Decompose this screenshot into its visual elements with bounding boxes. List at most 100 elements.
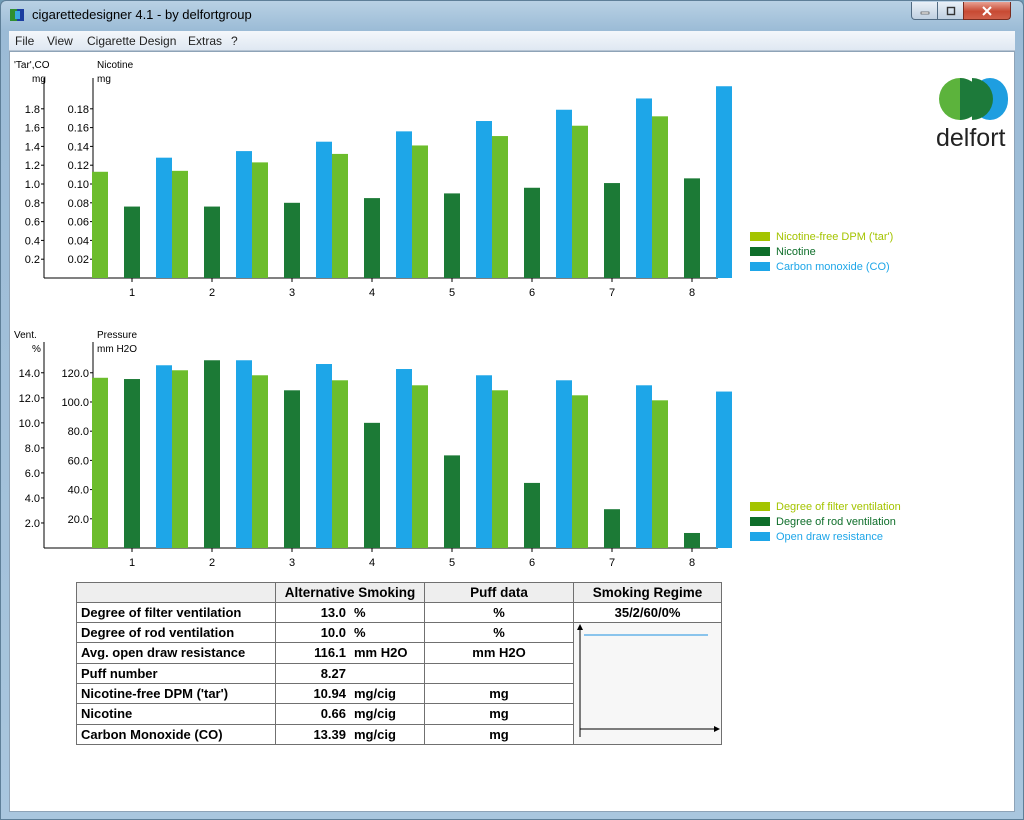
legend-label: Carbon monoxide (CO) — [776, 261, 890, 273]
chart-bar — [444, 455, 460, 548]
left-tick-label: 8.0 — [25, 443, 40, 455]
chart-bar — [604, 509, 620, 548]
row-value: 0.66 — [320, 706, 346, 722]
row-value-cell: 10.94 mg/cig — [275, 682, 425, 705]
chart-bar — [284, 202, 300, 278]
row-label: Nicotine — [76, 703, 276, 725]
chart-bar — [396, 369, 412, 548]
smoking-regime-graph — [573, 622, 722, 745]
row-value-cell: 13.39 mg/cig — [275, 723, 425, 746]
x-tick-label: 6 — [529, 287, 535, 299]
chart-bar — [572, 125, 588, 278]
chart-bar — [412, 385, 428, 548]
close-icon — [982, 5, 992, 16]
chart-bar — [236, 360, 252, 548]
maximize-button[interactable] — [937, 2, 964, 20]
maximize-icon — [946, 6, 955, 15]
chart-bar — [716, 86, 732, 278]
chart-bar — [204, 206, 220, 278]
row-unit: mg/cig — [354, 686, 396, 702]
chart-bar — [492, 136, 508, 278]
logo-text: delfort — [936, 124, 1006, 152]
left-tick-label: 12.0 — [19, 393, 40, 405]
chart-bar — [652, 400, 668, 548]
right-tick-label: 80.0 — [68, 426, 89, 438]
left-tick-label: 1.2 — [25, 160, 40, 172]
x-tick-label: 4 — [369, 557, 375, 569]
left-tick-label: 2.0 — [25, 518, 40, 530]
right-tick-label: 0.10 — [68, 179, 89, 191]
chart-bar — [476, 375, 492, 548]
legend-label: Degree of filter ventilation — [776, 501, 901, 513]
right-tick-label: 20.0 — [68, 514, 89, 526]
app-icon — [10, 9, 24, 21]
right-axis-label: Nicotine — [97, 60, 134, 71]
chart-bar — [636, 98, 652, 279]
x-tick-label: 5 — [449, 557, 455, 569]
row-value: 116.1 — [314, 645, 346, 661]
table-row: Nicotine 0.66 mg/cig mg — [76, 703, 722, 725]
x-tick-label: 2 — [209, 287, 215, 299]
row-value: 8.27 — [320, 665, 346, 681]
chart-bar — [252, 162, 268, 278]
chart-bar — [316, 364, 332, 548]
legend-label: Degree of rod ventilation — [776, 516, 896, 528]
chart-bar — [252, 375, 268, 548]
left-tick-label: 1.4 — [25, 141, 40, 153]
right-tick-label: 0.02 — [68, 254, 89, 266]
close-button[interactable] — [963, 2, 1011, 20]
chart-bar — [364, 198, 380, 278]
right-tick-label: 0.04 — [68, 235, 89, 247]
chart-bar — [636, 385, 652, 548]
delfort-logo: delfort — [936, 78, 1008, 152]
row-label: Avg. open draw resistance — [76, 642, 276, 664]
right-tick-label: 0.18 — [68, 104, 89, 116]
x-tick-label: 3 — [289, 287, 295, 299]
menu-extras[interactable]: Extras — [188, 34, 223, 48]
table-row: Avg. open draw resistance 116.1 mm H2O mm… — [76, 642, 722, 664]
chart-bar — [652, 116, 668, 278]
row-puff: % — [424, 602, 574, 623]
menu-view[interactable]: View — [47, 34, 73, 48]
chart-bar — [412, 145, 428, 278]
chart-bar — [236, 151, 252, 278]
minimize-button[interactable] — [911, 2, 938, 20]
left-axis-unit: % — [32, 344, 41, 355]
chart-bar — [332, 153, 348, 278]
smoking-regime-value: 35/2/60/0% — [573, 602, 722, 623]
left-tick-label: 0.8 — [25, 198, 40, 210]
menu-bar: File View Cigarette Design Extras ? — [9, 31, 1015, 51]
row-value-cell: 13.0% — [275, 602, 425, 623]
right-tick-label: 0.14 — [68, 141, 89, 153]
left-tick-label: 1.0 — [25, 179, 40, 191]
legend-swatch — [750, 532, 770, 541]
row-label: Carbon Monoxide (CO) — [76, 723, 276, 746]
x-tick-label: 7 — [609, 557, 615, 569]
row-unit: mm H2O — [354, 645, 408, 661]
chart-bar — [204, 360, 220, 548]
charts-area: 'Tar',CO mg Nicotine mg 1.8 1.6 1.4 1.2 1.0 0.8 0.… — [14, 60, 901, 569]
left-tick-label: 1.6 — [25, 123, 40, 135]
legend-label: Open draw resistance — [776, 531, 883, 543]
x-tick-label: 8 — [689, 287, 695, 299]
left-tick-label: 4.0 — [25, 493, 40, 505]
chart-bar — [156, 365, 172, 548]
title-bar[interactable]: cigarettedesigner 4.1 - by delfortgroup — [1, 1, 1023, 29]
chart-bar — [556, 109, 572, 278]
chart-bar — [444, 193, 460, 278]
legend-label: Nicotine — [776, 246, 816, 258]
main-content: 'Tar',CO mg Nicotine mg 1.8 1.6 1.4 1.2 1.0 0.8 0.… — [9, 51, 1015, 812]
chart-bar — [716, 391, 732, 548]
right-axis-unit: mm H2O — [97, 344, 137, 355]
chart-bar — [572, 395, 588, 548]
minimize-icon — [920, 11, 929, 14]
chart-bar — [604, 183, 620, 278]
right-tick-label: 0.06 — [68, 217, 89, 229]
menu-file[interactable]: File — [15, 34, 35, 48]
left-tick-label: 1.8 — [25, 104, 40, 116]
table-header-regime: Smoking Regime — [573, 582, 722, 603]
menu-help[interactable]: ? — [231, 34, 238, 48]
right-tick-label: 120.0 — [61, 368, 89, 380]
menu-cigarette-design[interactable]: Cigarette Design — [87, 34, 177, 48]
